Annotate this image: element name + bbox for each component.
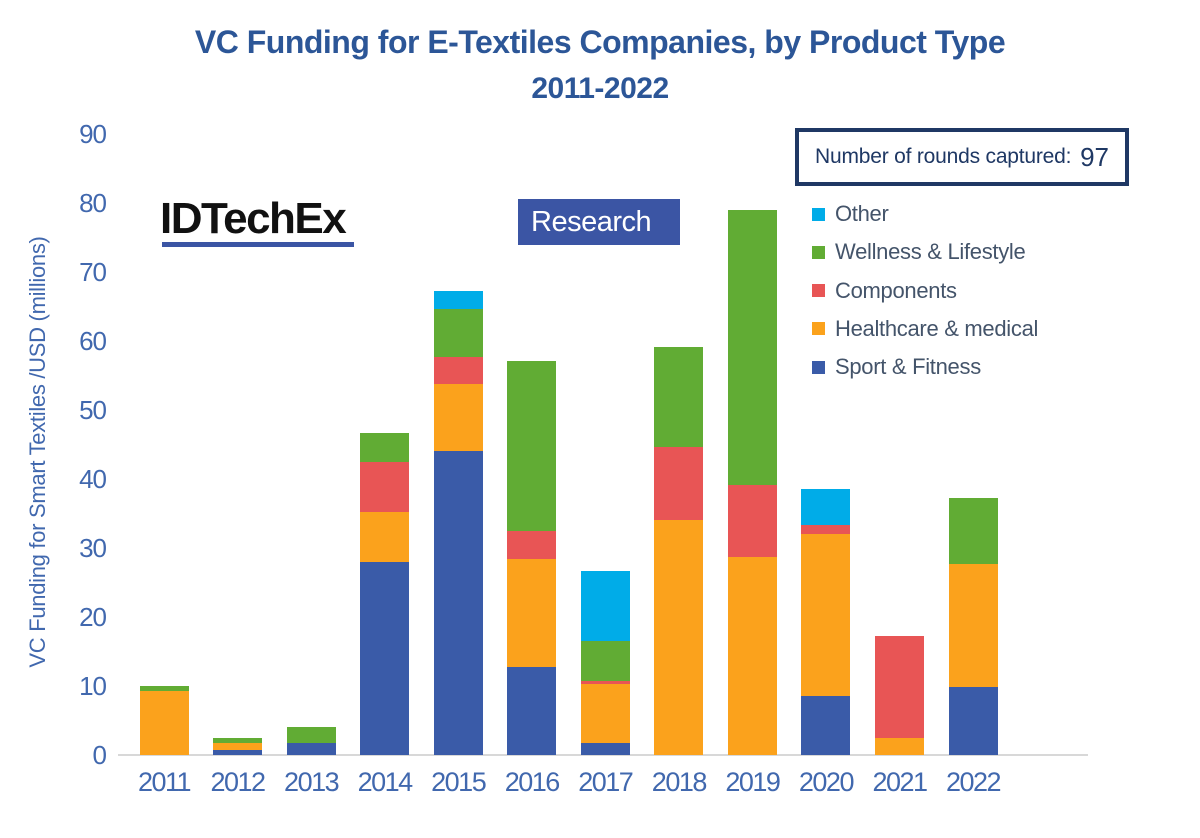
bar-segment-2018-healthcare-medical — [654, 520, 704, 755]
bar-segment-2020-components — [801, 525, 851, 535]
y-tick-0: 0 — [92, 740, 107, 770]
x-label-2019: 2019 — [725, 767, 781, 797]
chart-title: VC Funding for E-Textiles Companies, by … — [194, 24, 1006, 60]
bar-segment-2016-healthcare-medical — [507, 559, 557, 667]
y-tick-80: 80 — [79, 188, 107, 218]
bar-segment-2016-components — [507, 531, 557, 560]
bar-segment-2017-other — [580, 570, 630, 642]
y-tick-70: 70 — [79, 257, 107, 287]
rounds-captured-box: Number of rounds captured: 97 — [795, 128, 1129, 186]
bar-segment-2014-healthcare-medical — [360, 512, 410, 562]
x-axis-line — [118, 754, 1088, 756]
bar-segment-2018-components — [654, 446, 704, 521]
chart-subtitle: 2011-2022 — [531, 72, 669, 105]
bar-segment-2015-healthcare-medical — [433, 384, 483, 452]
bar-segment-2012-sport-fitness — [213, 750, 263, 755]
bar-segment-2012-healthcare-medical — [213, 743, 263, 751]
x-label-2013: 2013 — [284, 767, 340, 797]
x-label-2014: 2014 — [357, 767, 414, 797]
bar-segment-2011-wellness-lifestyle — [139, 686, 189, 691]
bar-segment-2017-sport-fitness — [580, 742, 630, 755]
idtechex-logo-text: IDTechEx — [160, 194, 347, 243]
legend-swatch-icon — [812, 360, 825, 374]
bar-segment-2021-components — [875, 636, 924, 738]
legend-label: Other — [835, 201, 889, 226]
y-tick-60: 60 — [79, 326, 107, 356]
x-label-2022: 2022 — [946, 767, 1002, 797]
bar-segment-2017-wellness-lifestyle — [580, 641, 630, 682]
legend-swatch-icon — [812, 207, 825, 221]
x-label-2012: 2012 — [210, 767, 267, 797]
bar-segment-2020-sport-fitness — [801, 696, 851, 755]
y-tick-50: 50 — [79, 395, 107, 425]
bar-segment-2019-wellness-lifestyle — [727, 209, 777, 486]
legend-label: Sport & Fitness — [835, 354, 981, 380]
x-label-2017: 2017 — [578, 767, 634, 797]
bar-segment-2022-sport-fitness — [948, 687, 998, 755]
bar-segment-2019-healthcare-medical — [727, 556, 777, 755]
bar-segment-2014-components — [360, 461, 410, 513]
bar-segment-2013-wellness-lifestyle — [286, 726, 336, 744]
y-tick-30: 30 — [79, 533, 107, 563]
bar-segment-2022-wellness-lifestyle — [948, 498, 998, 564]
bar-segment-2015-other — [433, 290, 483, 309]
bar-segment-2021-healthcare-medical — [875, 737, 924, 755]
idtechex-research-badge: Research — [518, 199, 680, 245]
bar-segment-2013-sport-fitness — [286, 743, 336, 755]
idtechex-logo-underline — [162, 242, 354, 247]
bar-segment-2014-sport-fitness — [360, 561, 410, 755]
legend-swatch-icon — [812, 284, 825, 298]
y-tick-40: 40 — [79, 464, 107, 494]
bar-segment-2020-other — [801, 488, 851, 526]
legend-swatch-icon — [812, 322, 825, 336]
legend-item-healthcare-medical: Healthcare & medical — [812, 315, 1039, 341]
y-tick-90: 90 — [79, 119, 107, 149]
y-tick-10: 10 — [79, 671, 107, 701]
bar-segment-2014-wellness-lifestyle — [360, 432, 410, 462]
bar-segment-2019-components — [727, 485, 777, 557]
bar-segment-2011-healthcare-medical — [139, 690, 189, 755]
bar-segment-2015-components — [433, 356, 483, 385]
legend-item-other: Other — [812, 201, 889, 226]
bar-segment-2017-healthcare-medical — [580, 683, 630, 743]
idtechex-research-label: Research — [531, 205, 652, 238]
x-label-2020: 2020 — [798, 767, 855, 797]
bar-segment-2017-components — [580, 681, 630, 684]
bar-segment-2018-wellness-lifestyle — [654, 346, 704, 447]
bar-segment-2020-healthcare-medical — [801, 534, 851, 697]
bar-segment-2015-wellness-lifestyle — [433, 308, 483, 357]
bar-segment-2022-healthcare-medical — [948, 563, 998, 688]
idtechex-logo: IDTechEx Research — [160, 194, 680, 248]
legend-label: Healthcare & medical — [835, 315, 1039, 341]
bar-segment-2016-sport-fitness — [507, 666, 557, 755]
x-label-2015: 2015 — [431, 767, 487, 797]
x-label-2011: 2011 — [137, 767, 192, 797]
bar-segment-2016-wellness-lifestyle — [507, 361, 557, 532]
x-label-2021: 2021 — [872, 767, 928, 797]
x-label-2016: 2016 — [504, 767, 561, 797]
bar-segment-2015-sport-fitness — [433, 451, 483, 755]
legend-item-components: Components — [812, 277, 957, 303]
x-label-2018: 2018 — [651, 767, 708, 797]
legend-item-sport-fitness: Sport & Fitness — [812, 354, 981, 380]
legend-label: Wellness & Lifestyle — [835, 239, 1026, 265]
rounds-captured-value: 97 — [1080, 141, 1109, 172]
legend-swatch-icon — [812, 245, 825, 259]
y-tick-20: 20 — [79, 602, 107, 632]
y-axis-title: VC Funding for Smart Textiles /USD (mill… — [25, 236, 50, 668]
rounds-captured-label: Number of rounds captured: — [815, 145, 1072, 168]
bar-segment-2012-wellness-lifestyle — [213, 738, 263, 744]
legend-label: Components — [835, 277, 957, 303]
legend-item-wellness-lifestyle: Wellness & Lifestyle — [812, 239, 1026, 265]
